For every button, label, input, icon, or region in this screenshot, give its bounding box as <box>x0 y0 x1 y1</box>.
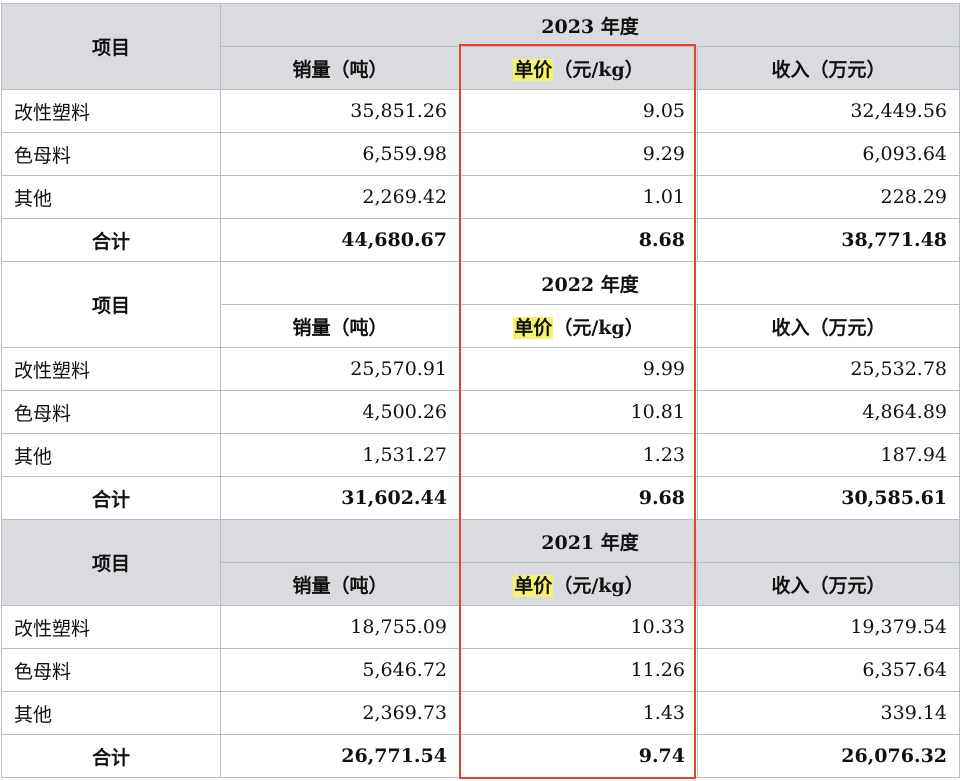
total-price: 9.68 <box>459 476 698 520</box>
total-row: 合计 26,771.54 9.74 26,076.32 <box>1 734 960 778</box>
row-label: 改性塑料 <box>1 89 221 133</box>
total-price: 9.74 <box>459 734 698 778</box>
price-cell: 10.33 <box>459 605 698 649</box>
section-year-row: 项目 2021 年度 <box>1 519 960 606</box>
qty-cell: 1,531.27 <box>220 433 460 477</box>
revenue-cell: 32,449.56 <box>696 89 960 133</box>
price-cell: 1.23 <box>459 433 698 477</box>
column-header-row: 销量（吨） 单价（元/kg） 收入（万元） <box>2 304 960 348</box>
qty-cell: 18,755.09 <box>220 605 460 649</box>
price-unit: （元/kg） <box>553 316 644 339</box>
price-cell: 1.43 <box>459 691 698 735</box>
table-row: 改性塑料 35,851.26 9.05 32,449.56 <box>1 89 960 133</box>
item-header: 项目 <box>1 519 221 606</box>
price-header: 单价（元/kg） <box>459 562 698 606</box>
revenue-header: 收入（万元） <box>696 562 960 606</box>
price-header: 单价（元/kg） <box>459 46 698 90</box>
total-label: 合计 <box>1 476 221 520</box>
year-header: 2022 年度 <box>219 261 960 305</box>
table-row: 色母料 4,500.26 10.81 4,864.89 <box>1 390 960 434</box>
revenue-header: 收入（万元） <box>696 304 960 348</box>
total-qty: 44,680.67 <box>220 218 460 262</box>
revenue-cell: 4,864.89 <box>696 390 960 434</box>
price-unit: （元/kg） <box>553 58 644 81</box>
item-header: 项目 <box>1 3 221 90</box>
qty-header: 销量（吨） <box>220 46 460 90</box>
item-header: 项目 <box>1 261 221 348</box>
qty-cell: 35,851.26 <box>220 89 460 133</box>
revenue-cell: 25,532.78 <box>696 347 960 391</box>
price-unit: （元/kg） <box>553 574 644 597</box>
qty-cell: 2,369.73 <box>220 691 460 735</box>
price-cell: 9.05 <box>459 89 698 133</box>
total-qty: 26,771.54 <box>220 734 460 778</box>
table-row: 其他 2,269.42 1.01 228.29 <box>1 175 960 219</box>
table-row: 改性塑料 18,755.09 10.33 19,379.54 <box>1 605 960 649</box>
revenue-cell: 228.29 <box>696 175 960 219</box>
table-row: 其他 1,531.27 1.23 187.94 <box>1 433 960 477</box>
table-row: 改性塑料 25,570.91 9.99 25,532.78 <box>1 347 960 391</box>
sales-table: 项目 2023 年度 销量（吨） 单价（元/kg） 收入（万元） 改性塑料 35… <box>1 3 960 778</box>
table-row: 其他 2,369.73 1.43 339.14 <box>1 691 960 735</box>
revenue-cell: 339.14 <box>696 691 960 735</box>
qty-header: 销量（吨） <box>220 562 460 606</box>
price-highlight: 单价 <box>513 58 554 81</box>
revenue-cell: 6,093.64 <box>696 132 960 176</box>
table-row: 色母料 6,559.98 9.29 6,093.64 <box>1 132 960 176</box>
total-price: 8.68 <box>459 218 698 262</box>
total-revenue: 30,585.61 <box>696 476 960 520</box>
qty-cell: 2,269.42 <box>220 175 460 219</box>
year-header: 2021 年度 <box>219 519 960 563</box>
column-header-row: 销量（吨） 单价（元/kg） 收入（万元） <box>2 562 960 606</box>
section-year-row: 项目 2022 年度 <box>1 261 960 348</box>
revenue-cell: 187.94 <box>696 433 960 477</box>
price-highlight: 单价 <box>513 316 554 339</box>
revenue-cell: 19,379.54 <box>696 605 960 649</box>
price-cell: 9.99 <box>459 347 698 391</box>
price-highlight: 单价 <box>513 574 554 597</box>
price-cell: 10.81 <box>459 390 698 434</box>
row-label: 色母料 <box>1 390 221 434</box>
total-revenue: 38,771.48 <box>696 218 960 262</box>
price-cell: 11.26 <box>459 648 698 692</box>
price-cell: 9.29 <box>459 132 698 176</box>
total-revenue: 26,076.32 <box>696 734 960 778</box>
total-row: 合计 44,680.67 8.68 38,771.48 <box>1 218 960 262</box>
qty-header: 销量（吨） <box>220 304 460 348</box>
section-year-row: 项目 2023 年度 <box>1 3 960 90</box>
price-header: 单价（元/kg） <box>459 304 698 348</box>
revenue-cell: 6,357.64 <box>696 648 960 692</box>
total-row: 合计 31,602.44 9.68 30,585.61 <box>1 476 960 520</box>
row-label: 改性塑料 <box>1 347 221 391</box>
qty-cell: 5,646.72 <box>220 648 460 692</box>
total-label: 合计 <box>1 734 221 778</box>
row-label: 其他 <box>1 433 221 477</box>
qty-cell: 6,559.98 <box>220 132 460 176</box>
price-cell: 1.01 <box>459 175 698 219</box>
row-label: 改性塑料 <box>1 605 221 649</box>
year-header: 2023 年度 <box>219 3 960 47</box>
table-row: 色母料 5,646.72 11.26 6,357.64 <box>1 648 960 692</box>
qty-cell: 25,570.91 <box>220 347 460 391</box>
total-label: 合计 <box>1 218 221 262</box>
column-header-row: 销量（吨） 单价（元/kg） 收入（万元） <box>2 46 960 90</box>
qty-cell: 4,500.26 <box>220 390 460 434</box>
row-label: 其他 <box>1 175 221 219</box>
row-label: 其他 <box>1 691 221 735</box>
row-label: 色母料 <box>1 648 221 692</box>
total-qty: 31,602.44 <box>220 476 460 520</box>
row-label: 色母料 <box>1 132 221 176</box>
revenue-header: 收入（万元） <box>696 46 960 90</box>
